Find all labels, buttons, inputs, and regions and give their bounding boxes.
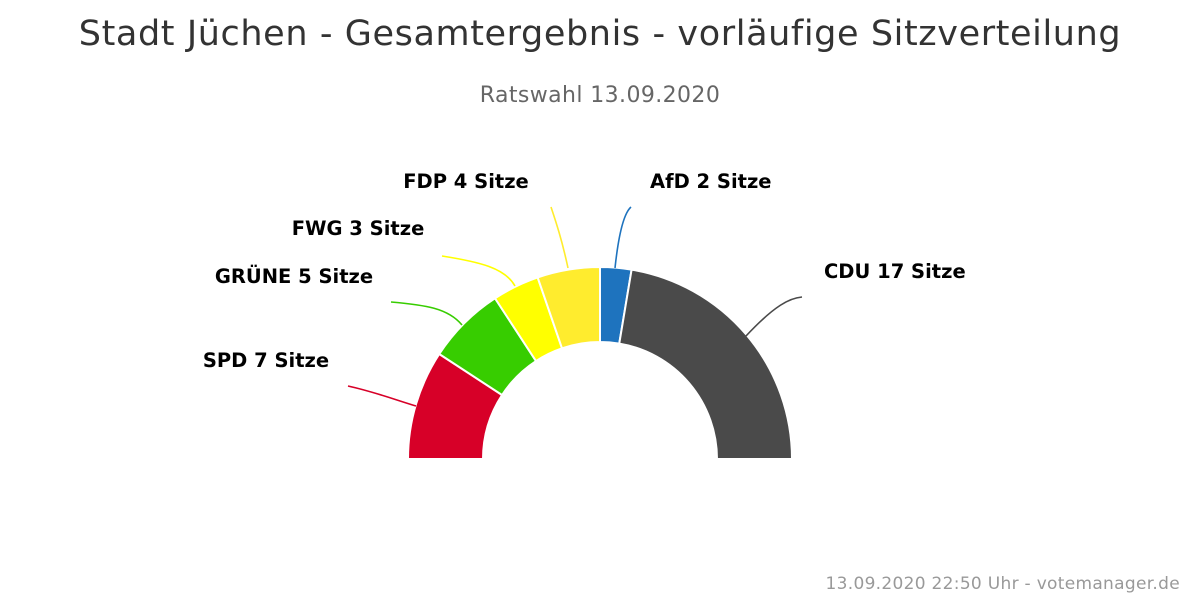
data-label-spd: SPD 7 Sitze: [203, 349, 329, 372]
data-label-fwg: FWG 3 Sitze: [292, 217, 425, 240]
connector-cdu: [745, 296, 803, 337]
data-label-cdu: CDU 17 Sitze: [824, 260, 966, 283]
data-label-grüne: GRÜNE 5 Sitze: [215, 264, 373, 288]
connector-spd: [347, 385, 417, 407]
credits-link[interactable]: 13.09.2020 22:50 Uhr - votemanager.de: [825, 574, 1180, 594]
connector-fwg: [441, 255, 516, 287]
connector-fdp: [550, 206, 569, 269]
slice-cdu[interactable]: [618, 268, 793, 460]
connector-grüne: [390, 301, 463, 326]
chart-title: Stadt Jüchen - Gesamtergebnis - vorläufi…: [78, 14, 1122, 54]
data-label-afd: AfD 2 Sitze: [650, 170, 772, 193]
data-label-fdp: FDP 4 Sitze: [403, 170, 529, 193]
connector-afd: [614, 206, 632, 269]
chart-subtitle: Ratswahl 13.09.2020: [479, 83, 721, 108]
